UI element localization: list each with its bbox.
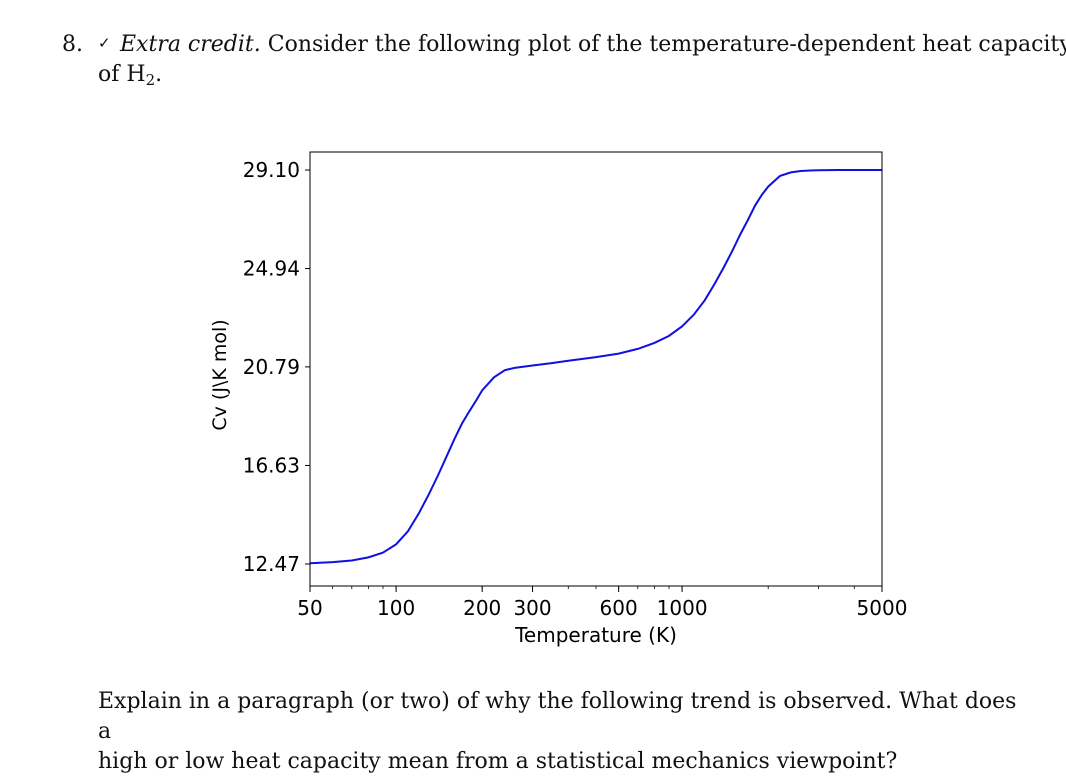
- x-tick-label: 5000: [857, 596, 908, 620]
- extra-credit-label: Extra credit.: [120, 32, 261, 57]
- question-number: 8.: [62, 32, 83, 57]
- question-line-2: of H2.: [98, 60, 162, 90]
- question-text: Consider the following plot of the tempe…: [267, 32, 1066, 57]
- x-axis-label: Temperature (K): [514, 623, 677, 647]
- heat-capacity-chart: 12.47 16.63 20.79 24.94 29.10 50 100 200 300 600…: [209, 151, 907, 647]
- y-axis-label: Cv (J\K mol): [209, 319, 231, 430]
- y-tick-label: 29.10: [243, 158, 300, 182]
- x-tick-label: 200: [463, 596, 501, 620]
- y-tick-label: 20.79: [243, 355, 300, 379]
- plot-frame: [309, 151, 883, 587]
- question-line2-suffix: .: [155, 62, 163, 87]
- series-line: [309, 169, 882, 565]
- check-mark-icon: ✓: [98, 34, 111, 52]
- prompt-text: Explain in a paragraph (or two) of why t…: [98, 687, 1028, 777]
- x-tick-label: 50: [297, 596, 322, 620]
- y-tick-label: 16.63: [243, 453, 300, 477]
- x-tick-label: 1000: [657, 596, 708, 620]
- y-tick-label: 24.94: [243, 257, 300, 281]
- question-line2-prefix: of H: [98, 62, 146, 87]
- x-tick-label: 600: [600, 596, 638, 620]
- prompt-line-1: Explain in a paragraph (or two) of why t…: [98, 689, 1017, 744]
- y-axis: 12.47 16.63 20.79 24.94 29.10: [243, 158, 310, 576]
- x-tick-label: 100: [377, 596, 415, 620]
- prompt-line-2: high or low heat capacity mean from a st…: [98, 749, 898, 774]
- h2-subscript: 2: [145, 71, 156, 89]
- x-tick-label: 300: [513, 596, 551, 620]
- question-line-1: Extra credit. Consider the following plo…: [120, 30, 1066, 60]
- y-tick-label: 12.47: [243, 552, 300, 576]
- x-axis: 50 100 200 300 600 1000 5000: [297, 586, 907, 620]
